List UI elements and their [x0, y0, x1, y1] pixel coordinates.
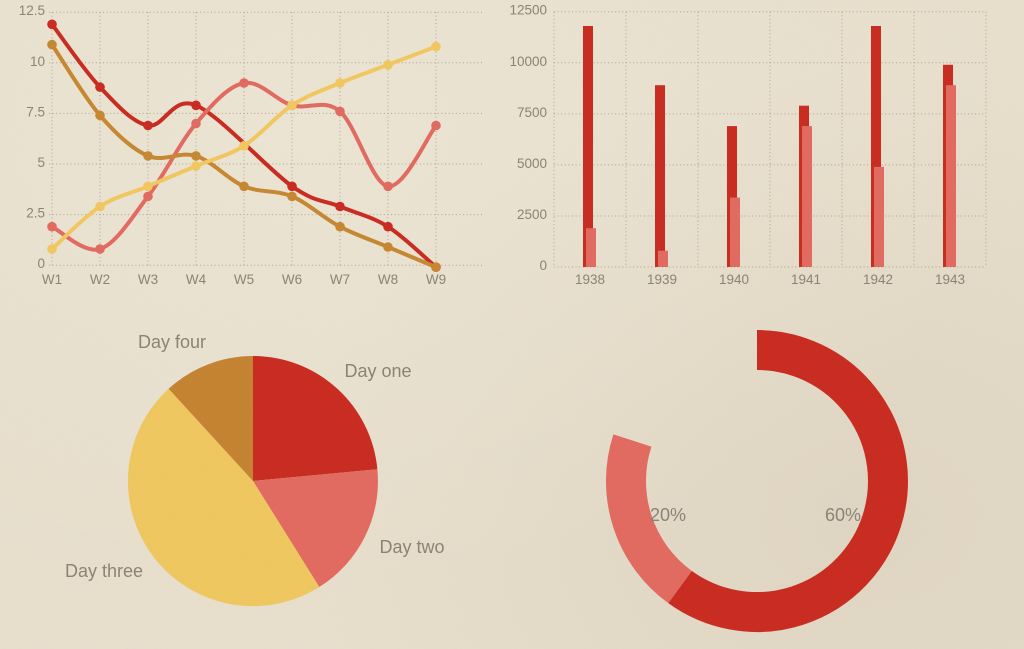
donut-segment-label: 20% [650, 505, 686, 525]
x-axis-tick-label: W7 [330, 272, 350, 287]
line-chart: 0 2.5 5 7.5 10 12.5 W1 W2 W3 W4 W5 W6 W7 W8 W9 [0, 0, 500, 300]
x-axis-tick-label: W1 [42, 272, 62, 287]
data-point-marker-yellow [431, 41, 441, 52]
data-point-marker-orange [47, 39, 57, 50]
pie-chart: Day one Day two Day three Day four [0, 310, 512, 649]
x-axis-tick-label: W9 [426, 272, 446, 287]
data-point-marker-yellow [143, 181, 153, 192]
bar-salmon-1942 [874, 166, 884, 267]
x-axis-tick-label: W3 [138, 272, 158, 287]
y-axis-tick-label: 2500 [517, 207, 547, 222]
data-point-marker-dark-red [47, 19, 57, 30]
pie-slice-label: Day four [138, 332, 206, 352]
data-point-marker-salmon [191, 118, 201, 129]
bar-chart: 0 2500 5000 7500 10000 12500 1938 1939 1940 1941 1… [500, 0, 1024, 300]
x-axis-tick-label: 1943 [935, 272, 965, 287]
data-point-marker-yellow [287, 100, 297, 111]
x-axis-tick-label: W5 [234, 272, 254, 287]
data-point-marker-dark-red [95, 82, 105, 92]
bar-grid [553, 11, 987, 268]
data-point-marker-dark-red [335, 201, 345, 212]
data-point-marker-salmon [95, 244, 105, 254]
bar-salmon-1940 [730, 197, 740, 267]
pie-slice-label: Day three [65, 561, 143, 581]
pie-chart-canvas: Day one Day two Day three Day four [65, 332, 445, 607]
y-axis-tick-label: 0 [37, 256, 45, 271]
bar-dark-red-1939 [655, 85, 665, 267]
y-axis-tick-label: 0 [539, 258, 547, 273]
x-axis-tick-label: 1938 [575, 272, 605, 287]
x-axis-tick-label: W6 [282, 272, 302, 287]
data-point-marker-salmon [383, 181, 393, 192]
y-axis-tick-label: 7500 [517, 105, 547, 120]
data-point-marker-salmon [431, 120, 441, 131]
data-point-marker-orange [143, 151, 153, 161]
y-axis-tick-label: 12500 [509, 3, 547, 18]
data-point-marker-yellow [191, 161, 201, 171]
data-point-marker-yellow [383, 60, 393, 70]
y-axis-tick-label: 10000 [509, 54, 547, 69]
pie-slice-label: Day one [344, 361, 411, 381]
data-point-marker-orange [287, 191, 297, 202]
x-axis-tick-label: 1942 [863, 272, 893, 287]
y-axis-tick-label: 2.5 [26, 206, 45, 221]
pie-slice-label: Day two [379, 537, 444, 557]
donut-chart: 60% 20% [512, 310, 1024, 649]
donut-segment-label: 60% [825, 505, 861, 525]
y-axis-tick-label: 12.5 [19, 3, 45, 18]
x-axis-tick-label: 1940 [719, 272, 749, 287]
data-point-marker-orange [431, 262, 441, 273]
bar-salmon-1939 [658, 250, 668, 267]
data-point-marker-dark-red [287, 181, 297, 192]
x-axis-tick-label: W8 [378, 272, 398, 287]
data-point-marker-orange [383, 242, 393, 252]
data-point-marker-salmon [335, 106, 345, 117]
data-point-marker-yellow [239, 141, 249, 151]
y-axis-tick-label: 7.5 [26, 104, 45, 119]
data-point-marker-yellow [95, 201, 105, 212]
bar-salmon-1938 [586, 228, 596, 267]
y-axis-tick-label: 5000 [517, 156, 547, 171]
data-point-marker-yellow [47, 244, 57, 254]
bar-chart-canvas: 0 2500 5000 7500 10000 12500 1938 1939 1940 1941 1… [509, 3, 987, 287]
data-point-marker-yellow [335, 78, 345, 88]
donut-segment-60 [668, 330, 908, 632]
data-point-marker-dark-red [143, 120, 153, 131]
data-point-marker-orange [335, 221, 345, 232]
y-axis-tick-label: 10 [30, 54, 45, 69]
data-point-marker-dark-red [383, 221, 393, 232]
data-point-marker-salmon [239, 78, 249, 88]
bar-salmon-1943 [946, 85, 956, 267]
x-axis-tick-label: 1939 [647, 272, 677, 287]
y-axis-tick-label: 5 [37, 155, 45, 170]
data-point-marker-dark-red [191, 100, 201, 111]
x-axis-tick-label: W4 [186, 272, 207, 287]
donut-chart-canvas: 60% 20% [606, 330, 908, 632]
data-point-marker-salmon [143, 191, 153, 202]
line-grid [49, 11, 482, 266]
line-chart-canvas: 0 2.5 5 7.5 10 12.5 W1 W2 W3 W4 W5 W6 W7 W8 W9 [19, 3, 482, 287]
bar-salmon-1941 [802, 126, 812, 267]
data-point-marker-orange [239, 181, 249, 192]
data-point-marker-orange [191, 151, 201, 161]
x-axis-tick-label: 1941 [791, 272, 821, 287]
x-axis-tick-label: W2 [90, 272, 110, 287]
data-point-marker-orange [95, 110, 105, 121]
data-point-marker-salmon [47, 221, 57, 232]
